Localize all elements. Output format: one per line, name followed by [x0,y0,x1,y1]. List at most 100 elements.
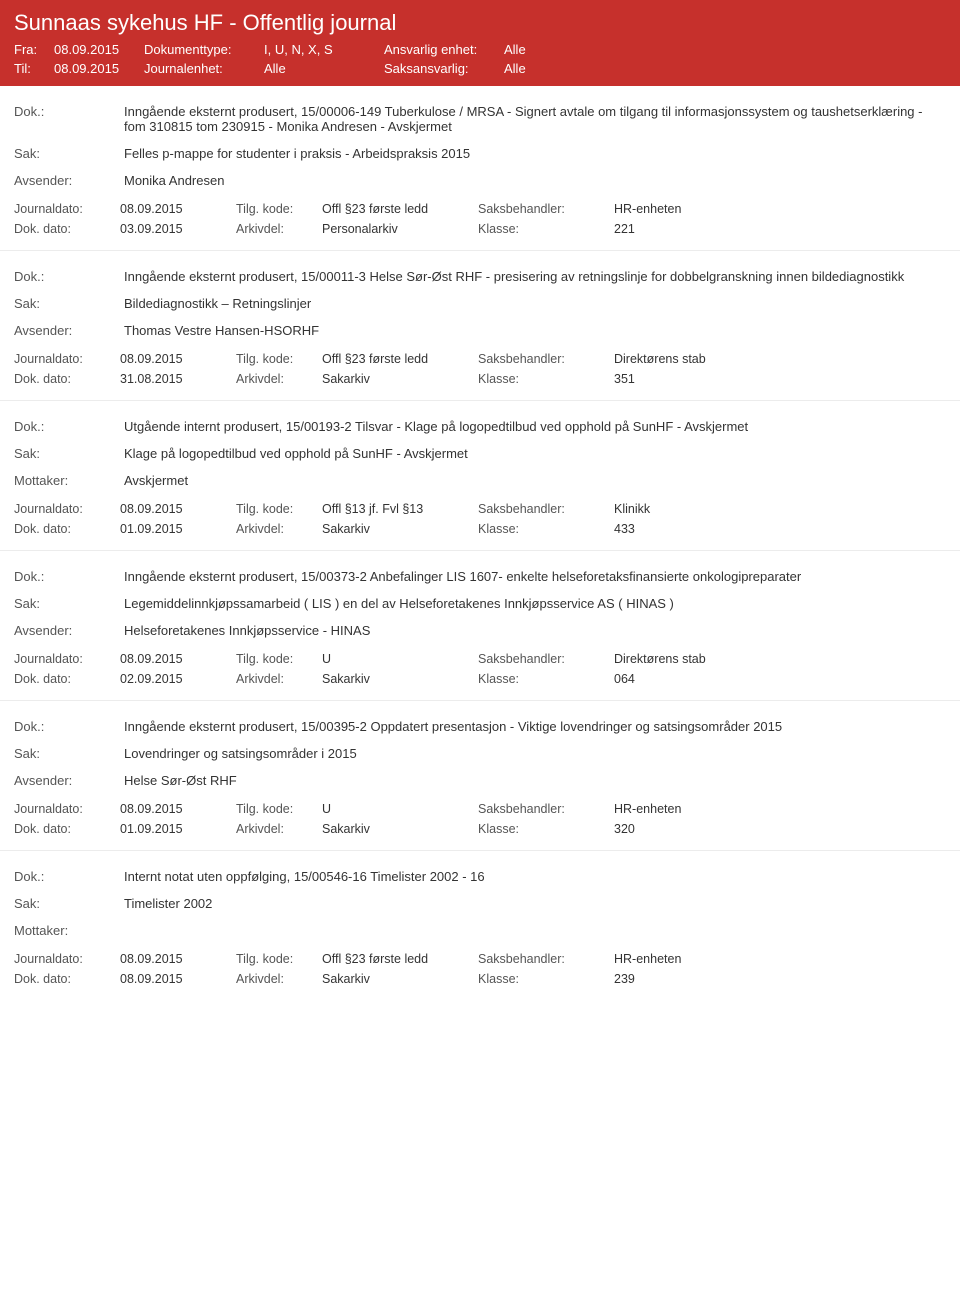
meta-row-1-cell-0: Journaldato: [14,202,114,216]
meta-row-2-cell-0: Dok. dato: [14,522,114,536]
meta-row-1-cell-2: Tilg. kode: [236,802,316,816]
party-value: Thomas Vestre Hansen-HSORHF [124,323,946,338]
meta-row-2-cell-3: Sakarkiv [322,522,472,536]
report-title: Sunnaas sykehus HF - Offentlig journal [14,10,946,36]
dok-label: Dok.: [14,869,114,884]
journal-entry: Dok.: Utgående internt produsert, 15/0019… [0,400,960,550]
meta-row-1-cell-1: 08.09.2015 [120,952,230,966]
meta-row-1-cell-2: Tilg. kode: [236,202,316,216]
meta-row-2: Dok. dato:08.09.2015Arkivdel:SakarkivKla… [14,972,946,986]
meta-row-2-cell-3: Sakarkiv [322,372,472,386]
sak-value: Klage på logopedtilbud ved opphold på Su… [124,446,946,461]
meta-row-2: Dok. dato:01.09.2015Arkivdel:SakarkivKla… [14,522,946,536]
meta-row-1-cell-2: Tilg. kode: [236,652,316,666]
entry-fields: Dok.:Inngående eksternt produsert, 15/00… [14,719,946,788]
til-value: 08.09.2015 [54,61,144,76]
dok-label: Dok.: [14,104,114,134]
party-value: Helseforetakenes Innkjøpsservice - HINAS [124,623,946,638]
meta-row-1-cell-3: Offl §13 jf. Fvl §13 [322,502,472,516]
meta-row-1-cell-5: HR-enheten [614,802,946,816]
meta-row-1-cell-0: Journaldato: [14,352,114,366]
party-value: Helse Sør-Øst RHF [124,773,946,788]
sak-value: Felles p-mappe for studenter i praksis -… [124,146,946,161]
meta-row-1: Journaldato:08.09.2015Tilg. kode:USaksbe… [14,802,946,816]
dok-label: Dok.: [14,719,114,734]
report-header: Sunnaas sykehus HF - Offentlig journal F… [0,0,960,86]
meta-row-2: Dok. dato:31.08.2015Arkivdel:SakarkivKla… [14,372,946,386]
meta-row-1-cell-4: Saksbehandler: [478,652,608,666]
ansvarlig-label: Ansvarlig enhet: [384,42,504,57]
meta-row-1: Journaldato:08.09.2015Tilg. kode:Offl §1… [14,502,946,516]
dok-value: Inngående eksternt produsert, 15/00011-3… [124,269,946,284]
dokumenttype-value: I, U, N, X, S [264,42,384,57]
sak-value: Bildediagnostikk – Retningslinjer [124,296,946,311]
meta-row-1-cell-3: Offl §23 første ledd [322,352,472,366]
meta-row-1-cell-1: 08.09.2015 [120,502,230,516]
meta-row-1: Journaldato:08.09.2015Tilg. kode:Offl §2… [14,952,946,966]
meta-row-2-cell-0: Dok. dato: [14,672,114,686]
meta-row-2-cell-0: Dok. dato: [14,822,114,836]
dok-value: Utgående internt produsert, 15/00193-2 T… [124,419,946,434]
meta-row-2-cell-5: 320 [614,822,946,836]
sak-value: Legemiddelinnkjøpssamarbeid ( LIS ) en d… [124,596,946,611]
ansvarlig-value: Alle [504,42,946,57]
meta-row-2-cell-2: Arkivdel: [236,222,316,236]
meta-row-2-cell-1: 08.09.2015 [120,972,230,986]
meta-row-1-cell-3: Offl §23 første ledd [322,952,472,966]
meta-row-1-cell-0: Journaldato: [14,502,114,516]
sak-label: Sak: [14,746,114,761]
meta-row-1-cell-4: Saksbehandler: [478,352,608,366]
meta-row-2-cell-1: 02.09.2015 [120,672,230,686]
fra-label: Fra: [14,42,54,57]
meta-row-2: Dok. dato:03.09.2015Arkivdel:Personalark… [14,222,946,236]
til-label: Til: [14,61,54,76]
saksansvarlig-value: Alle [504,61,946,76]
entries-list: Dok.: Inngående eksternt produsert, 15/00… [0,86,960,1000]
meta-row-1-cell-5: HR-enheten [614,952,946,966]
meta-row-2-cell-1: 31.08.2015 [120,372,230,386]
sak-value: Timelister 2002 [124,896,946,911]
meta-row-2: Dok. dato:01.09.2015Arkivdel:SakarkivKla… [14,822,946,836]
entry-fields: Dok.:Inngående eksternt produsert, 15/00… [14,569,946,638]
meta-row-1-cell-0: Journaldato: [14,802,114,816]
sak-label: Sak: [14,446,114,461]
meta-row-1-cell-4: Saksbehandler: [478,502,608,516]
dok-value: Internt notat uten oppfølging, 15/00546-… [124,869,946,884]
dok-label: Dok.: [14,569,114,584]
meta-row-2-cell-4: Klasse: [478,222,608,236]
meta-row-2-cell-3: Sakarkiv [322,672,472,686]
meta-row-1: Journaldato:08.09.2015Tilg. kode:USaksbe… [14,652,946,666]
meta-row-1-cell-3: U [322,652,472,666]
dokumenttype-label: Dokumenttype: [144,42,264,57]
party-label: Avsender: [14,773,114,788]
entry-fields: Dok.: Inngående eksternt produsert, 15/00… [14,269,946,338]
meta-row-2: Dok. dato:02.09.2015Arkivdel:SakarkivKla… [14,672,946,686]
party-label: Mottaker: [14,923,114,938]
meta-row-2-cell-0: Dok. dato: [14,222,114,236]
meta-row-2-cell-5: 221 [614,222,946,236]
fra-value: 08.09.2015 [54,42,144,57]
meta-row-1-cell-1: 08.09.2015 [120,202,230,216]
journalenhet-value: Alle [264,61,384,76]
dok-value: Inngående eksternt produsert, 15/00006-1… [124,104,946,134]
meta-row-2-cell-2: Arkivdel: [236,372,316,386]
meta-row-1-cell-0: Journaldato: [14,652,114,666]
saksansvarlig-label: Saksansvarlig: [384,61,504,76]
meta-row-2-cell-5: 064 [614,672,946,686]
meta-row-1-cell-4: Saksbehandler: [478,802,608,816]
meta-row-1-cell-3: U [322,802,472,816]
sak-label: Sak: [14,896,114,911]
meta-row-1-cell-5: HR-enheten [614,202,946,216]
dok-label: Dok.: [14,269,114,284]
party-value [124,923,946,938]
entry-fields: Dok.: Utgående internt produsert, 15/0019… [14,419,946,488]
meta-row-1: Journaldato:08.09.2015Tilg. kode:Offl §2… [14,352,946,366]
sak-label: Sak: [14,596,114,611]
party-label: Avsender: [14,623,114,638]
meta-row-2-cell-2: Arkivdel: [236,822,316,836]
sak-label: Sak: [14,146,114,161]
meta-row-2-cell-4: Klasse: [478,372,608,386]
meta-row-2-cell-2: Arkivdel: [236,672,316,686]
dok-label: Dok.: [14,419,114,434]
sak-label: Sak: [14,296,114,311]
